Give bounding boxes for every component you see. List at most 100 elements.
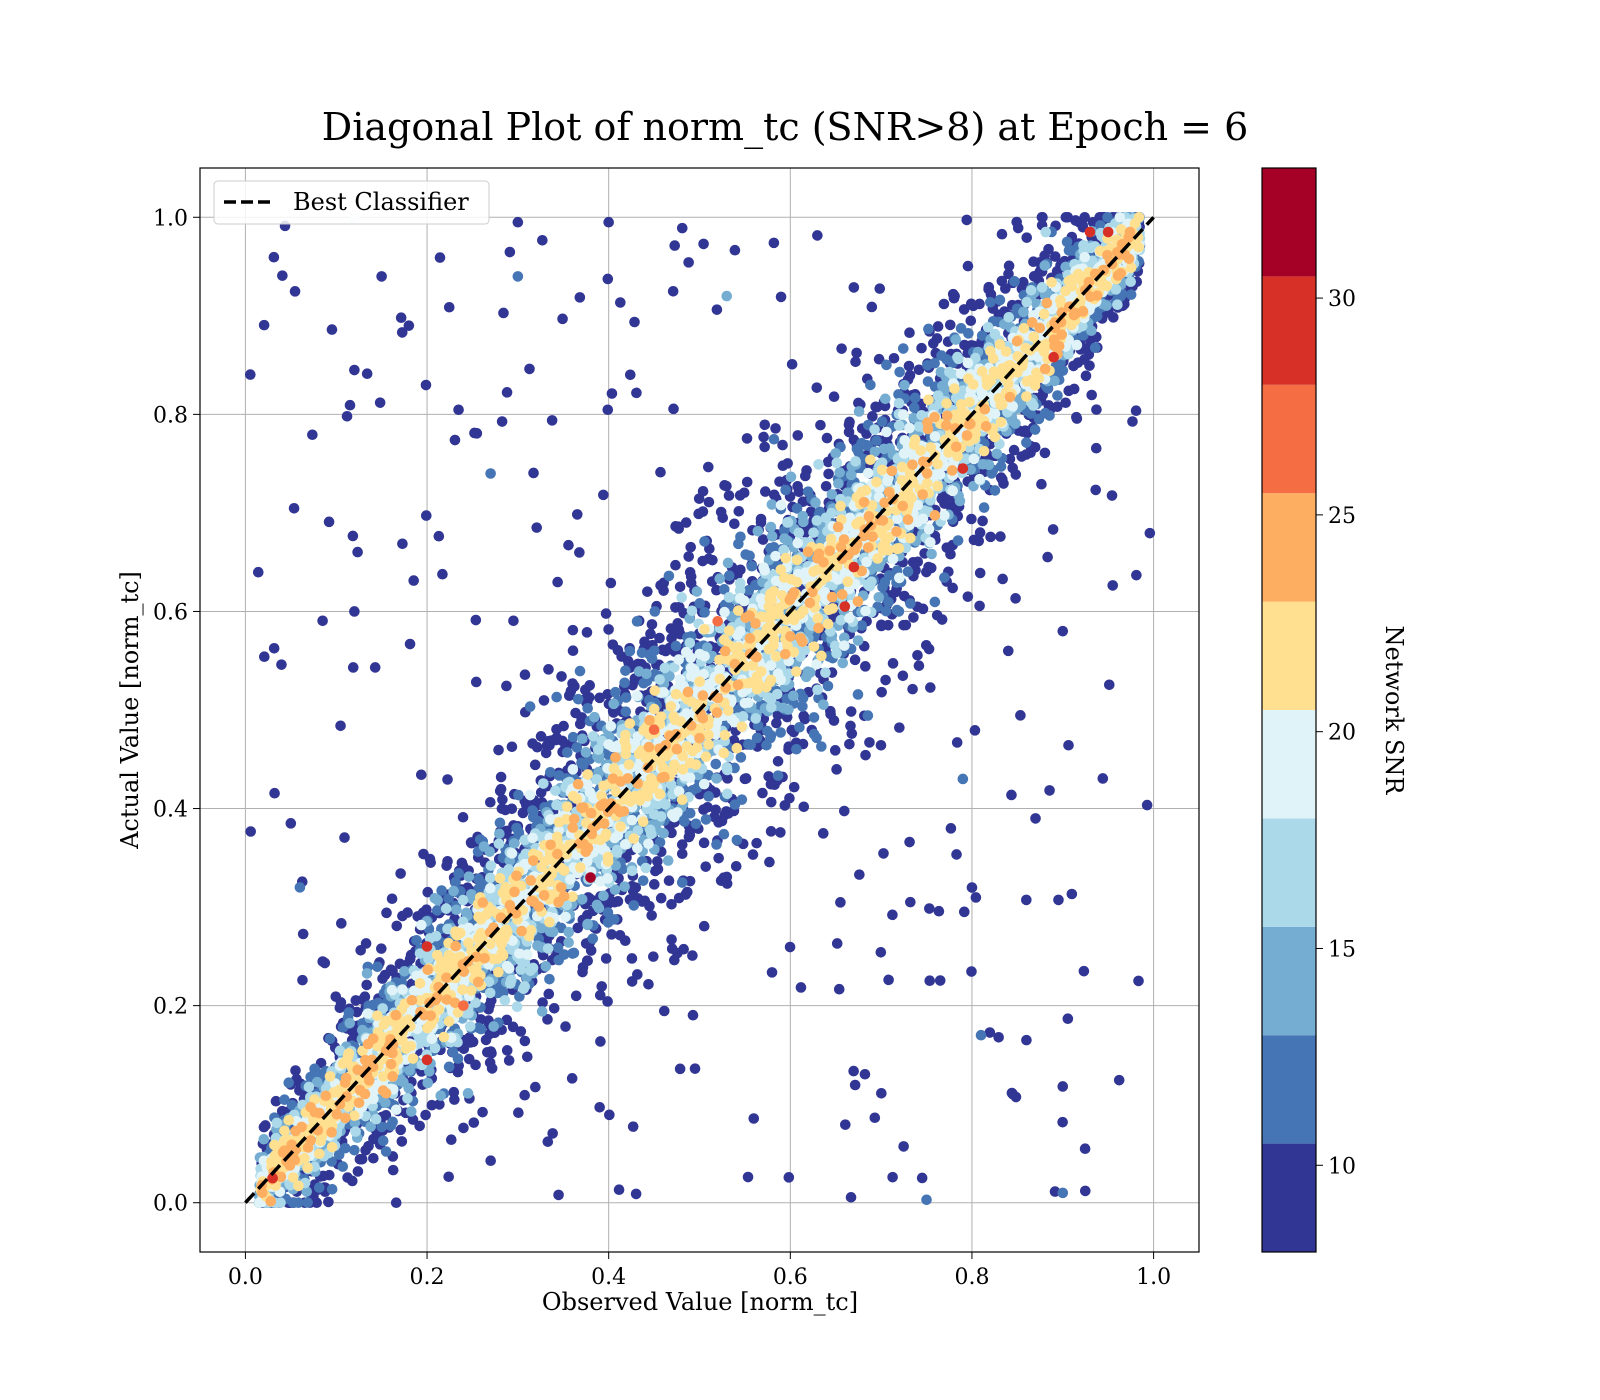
scatter-point (905, 896, 916, 908)
scatter-point (903, 360, 915, 372)
scatter-point (652, 856, 663, 867)
scatter-point (543, 664, 554, 675)
scatter-point (977, 515, 988, 527)
scatter-point (775, 727, 786, 738)
scatter-point (700, 814, 712, 825)
scatter-point (1091, 404, 1102, 415)
scatter-point (567, 624, 579, 636)
scatter-point (703, 461, 714, 473)
scatter-point (517, 807, 529, 819)
scatter-point (735, 752, 747, 763)
scatter-point (1086, 389, 1097, 401)
scatter-point (793, 486, 805, 498)
scatter-point (314, 1182, 325, 1193)
scatter-point (547, 1128, 558, 1139)
scatter-point (1006, 789, 1017, 801)
scatter-point (551, 691, 562, 703)
scatter-point (600, 608, 612, 619)
scatter-point (1021, 437, 1032, 448)
scatter-point (567, 645, 579, 657)
scatter-point (816, 741, 827, 752)
scatter-point (907, 683, 918, 695)
scatter-point (377, 1135, 389, 1147)
scatter-point (891, 604, 903, 616)
scatter-point (631, 616, 643, 627)
scatter-point (699, 536, 710, 547)
scatter-point (442, 855, 453, 867)
scatter-point (420, 1109, 431, 1121)
scatter-point (404, 953, 416, 965)
scatter-point (932, 321, 944, 332)
scatter-point (574, 547, 585, 558)
scatter-point (336, 918, 347, 929)
scatter-point (968, 534, 980, 546)
scatter-point (869, 1112, 881, 1124)
scatter-point (563, 926, 575, 938)
scatter-point (667, 285, 679, 297)
scatter-point (775, 827, 786, 838)
scatter-point (674, 601, 685, 613)
scatter-point (792, 430, 804, 441)
scatter-point (1057, 1116, 1068, 1128)
scatter-point (854, 869, 865, 880)
scatter-point (965, 315, 977, 327)
scatter-point (697, 555, 708, 567)
scatter-point (658, 1005, 670, 1017)
scatter-point (458, 1122, 469, 1134)
scatter-point (307, 429, 318, 441)
scatter-point (527, 738, 538, 749)
scatter-point (913, 660, 925, 672)
scatter-point (606, 388, 618, 399)
scatter-point (926, 548, 937, 560)
scatter-point (805, 506, 817, 517)
scatter-point (674, 581, 686, 593)
scatter-point (484, 1000, 495, 1011)
scatter-point (822, 680, 834, 692)
scatter-point (770, 423, 781, 434)
scatter-point (738, 487, 750, 499)
scatter-point (1003, 260, 1015, 272)
scatter-point (1070, 215, 1081, 226)
scatter-point (326, 324, 338, 335)
scatter-point (845, 706, 857, 717)
scatter-point (613, 1184, 625, 1196)
scatter-point (415, 769, 427, 781)
scatter-point (978, 502, 990, 513)
scatter-point (1015, 710, 1026, 721)
scatter-point (605, 577, 617, 589)
scatter-point (1079, 1185, 1091, 1197)
scatter-point (655, 466, 666, 478)
scatter-point (574, 718, 586, 730)
scatter-point (636, 647, 648, 659)
scatter-point (984, 1027, 996, 1038)
scatter-point (689, 1063, 701, 1074)
scatter-point (580, 684, 591, 696)
scatter-point (566, 1073, 578, 1084)
scatter-point (289, 286, 301, 297)
scatter-point (530, 1081, 541, 1093)
scatter-point (607, 639, 619, 650)
scatter-point (808, 712, 820, 723)
scatter-point (731, 834, 743, 846)
scatter-point (772, 770, 784, 781)
scatter-point (642, 586, 653, 597)
scatter-point (849, 654, 861, 666)
scatter-point (925, 682, 936, 693)
scatter-point (836, 343, 847, 354)
scatter-point (488, 1021, 500, 1032)
scatter-point (602, 996, 613, 1007)
scatter-point (697, 486, 709, 497)
scatter-point (958, 304, 970, 315)
scatter-point (763, 771, 774, 782)
scatter-point (710, 804, 722, 816)
scatter-point (739, 773, 751, 785)
scatter-point (1052, 390, 1063, 401)
scatter-point (862, 710, 874, 721)
scatter-point (648, 879, 660, 890)
scatter-point (786, 359, 798, 370)
scatter-point (974, 600, 985, 612)
scatter-point (963, 328, 974, 339)
scatter-point (619, 935, 631, 947)
scatter-point (714, 573, 726, 584)
scatter-point (655, 580, 666, 591)
